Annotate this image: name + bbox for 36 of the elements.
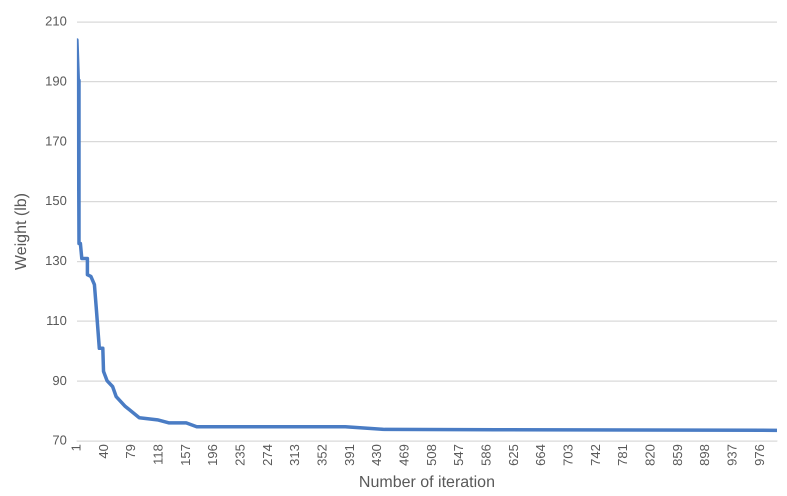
x-tick-label: 157 — [178, 444, 193, 466]
y-tick-label: 210 — [45, 14, 67, 29]
x-tick-label: 40 — [96, 444, 111, 459]
x-tick-label: 274 — [260, 444, 275, 466]
x-tick-label: 1 — [68, 444, 84, 452]
x-axis-title: Number of iteration — [358, 474, 495, 491]
x-tick-label: 196 — [205, 444, 220, 466]
x-tick-label: 313 — [287, 444, 302, 466]
x-tick-label: 430 — [369, 444, 384, 466]
y-axis-title: Weight (lb) — [13, 193, 30, 270]
x-tick-label: 664 — [533, 444, 548, 466]
y-tick-label: 190 — [45, 73, 67, 88]
y-tick-label: 70 — [52, 432, 67, 448]
x-tick-label: 547 — [451, 444, 466, 466]
x-tick-label: 625 — [506, 444, 521, 466]
x-tick-label: 586 — [478, 444, 494, 466]
x-tick-label: 898 — [697, 444, 712, 466]
y-tick-label: 150 — [45, 193, 67, 208]
x-tick-label: 469 — [396, 444, 412, 466]
x-tick-label: 703 — [560, 444, 576, 466]
y-tick-label: 130 — [45, 253, 67, 268]
x-tick-label: 79 — [123, 444, 138, 459]
y-tick-label: 90 — [52, 372, 67, 388]
x-tick-label: 820 — [642, 444, 658, 466]
x-tick-label: 742 — [588, 444, 603, 466]
x-tick-label: 118 — [150, 444, 166, 465]
y-tick-label: 110 — [46, 312, 67, 328]
x-tick-label: 508 — [424, 444, 439, 466]
x-tick-label: 976 — [752, 444, 767, 466]
x-tick-label: 235 — [232, 444, 248, 466]
x-tick-label: 352 — [314, 444, 330, 466]
x-tick-label: 781 — [615, 444, 630, 466]
x-tick-label: 391 — [342, 444, 357, 466]
x-tick-label: 859 — [670, 444, 685, 466]
x-tick-label: 937 — [724, 444, 740, 466]
y-tick-label: 170 — [45, 133, 67, 148]
